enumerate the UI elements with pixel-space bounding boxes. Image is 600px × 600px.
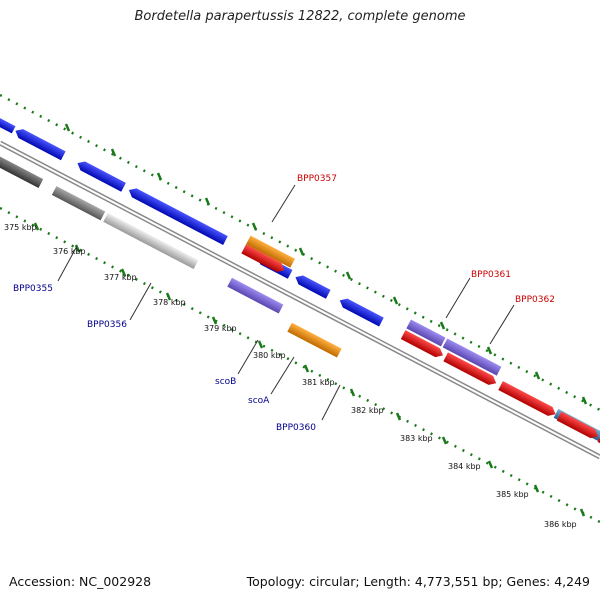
tick-label-381: 381 kbp [302,378,335,387]
gene-red-fwd-4[interactable] [498,381,558,419]
gene-gray-dark-1[interactable] [0,144,44,188]
gene-gray-mid-1[interactable] [51,186,106,221]
gene-label-bpp0361[interactable]: BPP0361 [471,270,511,280]
gene-orange-rev-1[interactable] [287,322,342,358]
gene-labels: BPP0355 BPP0356 scoB scoA BPP0360 BPP035… [13,174,555,433]
gene-red-fwd-2[interactable] [400,330,446,360]
gene-label-bpp0357[interactable]: BPP0357 [297,174,337,184]
gene-label-bpp0362[interactable]: BPP0362 [515,295,555,305]
gene-label-scoa[interactable]: scoA [248,396,270,406]
tick-labels: 375 kbp 376 kbp 377 kbp 378 kbp 379 kbp … [4,223,577,529]
gene-blue-fwd-2[interactable] [75,159,126,192]
tick-label-384: 384 kbp [448,462,481,471]
tick-label-380: 380 kbp [253,351,286,360]
gene-blue-fwd-1[interactable] [13,126,66,161]
gene-purple-1[interactable] [406,319,446,347]
tick-label-385: 385 kbp [496,490,529,499]
gene-red-fwd-3[interactable] [443,352,498,387]
genome-backbone [0,140,600,460]
gene-red-fwd-1[interactable] [241,244,286,275]
tick-label-383: 383 kbp [400,434,433,443]
tick-label-378: 378 kbp [153,298,186,307]
gene-bpp0357-orange[interactable] [245,235,295,268]
gene-label-scob[interactable]: scoB [215,377,236,387]
gene-red-fwd-5[interactable] [556,411,600,441]
lower-dotted-ring [0,206,600,524]
gene-blue-fwd-3[interactable] [127,186,228,245]
gene-label-bpp0360[interactable]: BPP0360 [276,423,316,433]
tick-label-376: 376 kbp [53,247,86,256]
tick-label-386: 386 kbp [544,520,577,529]
tick-label-379: 379 kbp [204,324,237,333]
gene-gray-light-1[interactable] [103,212,199,270]
tick-label-375: 375 kbp [4,223,37,232]
gene-blue-fwd-5[interactable] [337,296,384,327]
gene-purple-2[interactable] [442,338,502,376]
gene-label-bpp0355[interactable]: BPP0355 [13,284,53,294]
gene-purple-rev-1[interactable] [227,277,284,314]
leader-lines [57,184,515,421]
genome-summary-text: Topology: circular; Length: 4,773,551 bp… [246,574,590,589]
gene-blue-fwd-scoa[interactable] [293,273,331,299]
accession-text: Accession: NC_002928 [9,574,152,589]
gene-track [0,114,600,457]
tick-label-382: 382 kbp [351,406,384,415]
upper-dotted-ring [0,93,600,412]
map-title: Bordetella parapertussis 12822, complete… [134,9,466,24]
tick-label-377: 377 kbp [104,273,137,282]
gene-blue-fwd-left-edge[interactable] [0,114,16,134]
gene-label-bpp0356[interactable]: BPP0356 [87,320,127,330]
